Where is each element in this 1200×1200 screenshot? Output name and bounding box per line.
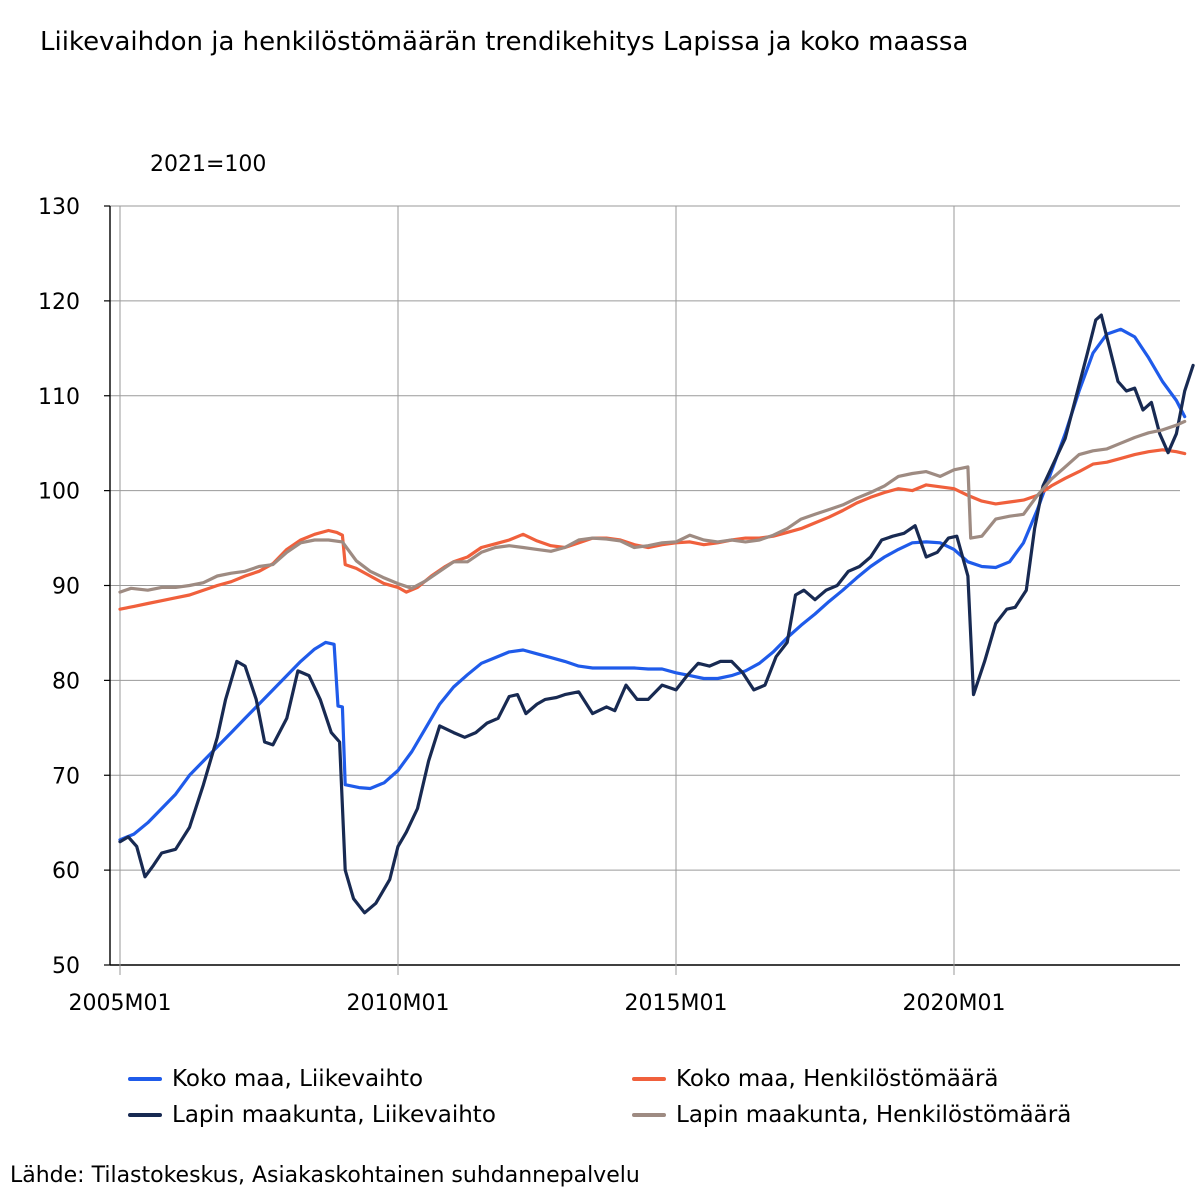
legend-swatch: [632, 1077, 666, 1081]
legend-item-koko-maa-liikevaihto: Koko maa, Liikevaihto: [128, 1066, 423, 1092]
y-tick-label: 90: [52, 575, 80, 600]
y-tick-label: 80: [52, 669, 80, 694]
legend-label: Lapin maakunta, Liikevaihto: [172, 1102, 496, 1128]
x-tick-label: 2015M01: [625, 991, 728, 1016]
chart-series-group: [118, 313, 1195, 915]
chart-axes: [104, 205, 111, 966]
chart-subtitle: 2021=100: [150, 152, 267, 177]
x-tick-labels: 2005M01 2010M01 2015M01 2020M01: [69, 991, 1006, 1016]
legend-label: Koko maa, Henkilöstömäärä: [676, 1066, 999, 1092]
legend-swatch: [128, 1113, 162, 1117]
series-line-0: [118, 327, 1187, 842]
legend-swatch: [128, 1077, 162, 1081]
y-tick-label: 120: [38, 290, 80, 315]
chart-title: Liikevaihdon ja henkilöstömäärän trendik…: [40, 27, 969, 57]
y-tick-label: 130: [38, 195, 80, 220]
line-chart: 50 60 70 80 90 100 110 120 130 2005M01 2010M01 201…: [38, 195, 1195, 1016]
y-tick-label: 50: [52, 954, 80, 979]
x-tick-label: 2020M01: [903, 991, 1006, 1016]
chart-legend: Koko maa, Liikevaihto Koko maa, Henkilös…: [0, 1058, 1200, 1148]
x-tick-label: 2010M01: [347, 991, 450, 1016]
y-tick-labels: 50 60 70 80 90 100 110 120 130: [38, 195, 80, 979]
legend-item-lapin-maakunta-liikevaihto: Lapin maakunta, Liikevaihto: [128, 1102, 496, 1128]
series-line-1: [118, 448, 1187, 611]
y-tick-label: 60: [52, 859, 80, 884]
legend-swatch: [632, 1113, 666, 1117]
y-tick-label: 110: [38, 385, 80, 410]
legend-item-koko-maa-henkilostomaara: Koko maa, Henkilöstömäärä: [632, 1066, 999, 1092]
y-tick-label: 100: [38, 480, 80, 505]
legend-item-lapin-maakunta-henkilostomaara: Lapin maakunta, Henkilöstömäärä: [632, 1102, 1071, 1128]
y-tick-label: 70: [52, 764, 80, 789]
x-tick-label: 2005M01: [69, 991, 172, 1016]
source-note: Lähde: Tilastokeskus, Asiakaskohtainen s…: [10, 1163, 640, 1188]
series-line-2: [118, 313, 1195, 915]
chart-grid: [110, 205, 1180, 975]
series-line-3: [118, 419, 1187, 594]
legend-label: Koko maa, Liikevaihto: [172, 1066, 424, 1092]
legend-label: Lapin maakunta, Henkilöstömäärä: [676, 1102, 1072, 1128]
